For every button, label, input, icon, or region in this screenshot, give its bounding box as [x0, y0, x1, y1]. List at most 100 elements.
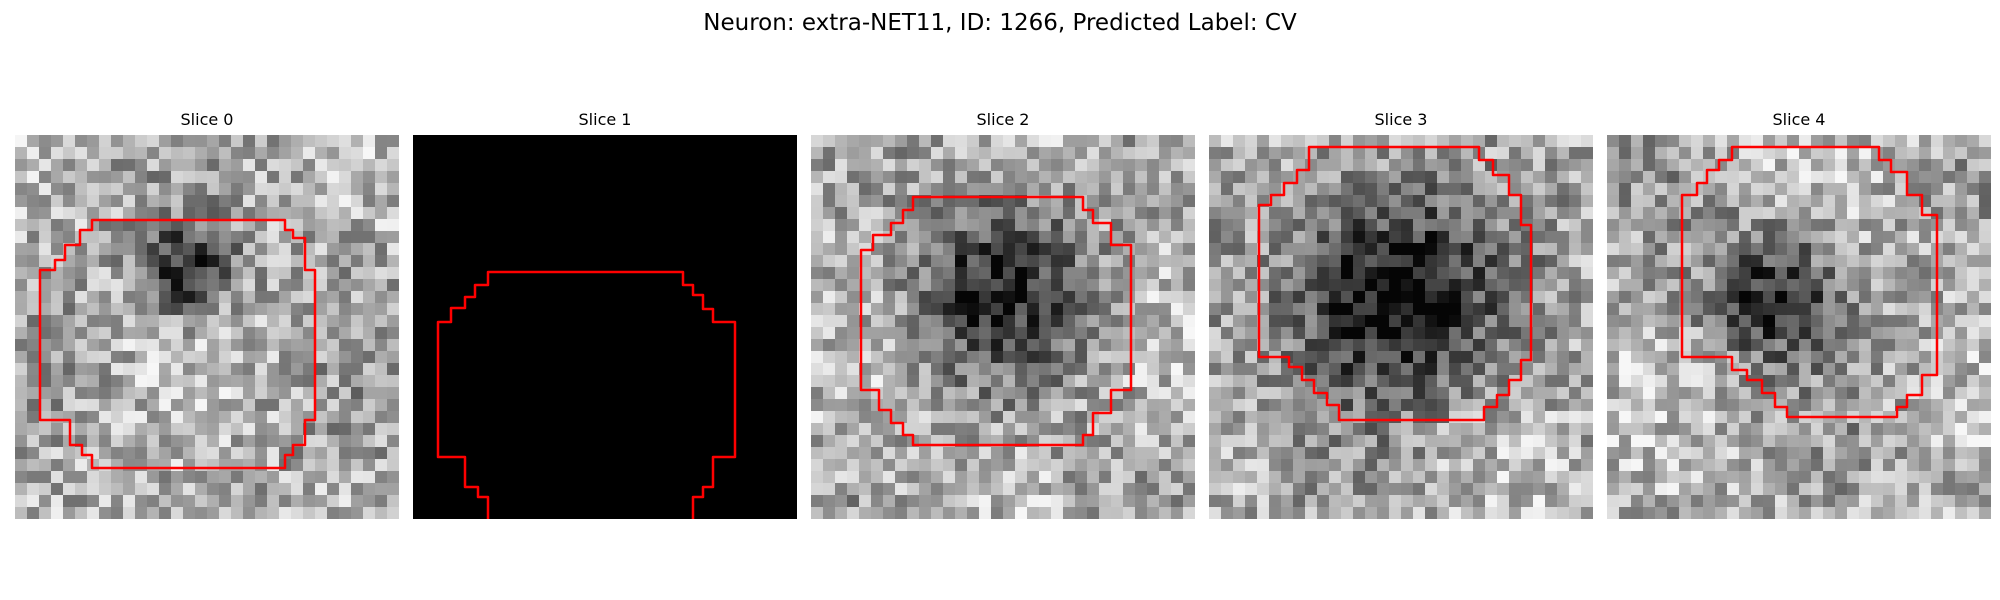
- pixel: [1269, 315, 1282, 328]
- pixel: [243, 135, 256, 148]
- pixel: [387, 183, 399, 196]
- pixel: [27, 363, 40, 376]
- pixel: [1015, 291, 1028, 304]
- pixel: [1413, 195, 1426, 208]
- pixel: [1521, 507, 1534, 519]
- pixel: [1545, 267, 1558, 280]
- pixel: [1221, 267, 1234, 280]
- pixel: [1257, 507, 1270, 519]
- pixel: [1775, 195, 1788, 208]
- pixel: [1931, 447, 1944, 460]
- pixel: [1943, 339, 1956, 352]
- pixel: [931, 135, 944, 148]
- pixel: [1401, 243, 1414, 256]
- pixel: [1425, 315, 1438, 328]
- pixel: [991, 327, 1004, 340]
- pixel: [327, 219, 340, 232]
- pixel: [1221, 387, 1234, 400]
- pixel: [1835, 255, 1848, 268]
- pixel: [1907, 423, 1920, 436]
- pixel: [1135, 351, 1148, 364]
- pixel: [931, 363, 944, 376]
- pixel: [39, 207, 52, 220]
- pixel: [63, 231, 76, 244]
- pixel: [1679, 411, 1692, 424]
- pixel: [1835, 207, 1848, 220]
- pixel: [1799, 183, 1812, 196]
- pixel: [1281, 147, 1294, 160]
- pixel: [1703, 387, 1716, 400]
- pixel: [1485, 399, 1498, 412]
- pixel: [859, 207, 872, 220]
- pixel: [1027, 375, 1040, 388]
- pixel: [15, 459, 28, 472]
- pixel: [1979, 399, 1991, 412]
- pixel: [1099, 363, 1112, 376]
- pixel: [1691, 375, 1704, 388]
- pixel: [991, 363, 1004, 376]
- pixel: [1473, 423, 1486, 436]
- pixel: [1159, 327, 1172, 340]
- pixel: [1739, 207, 1752, 220]
- pixel: [1979, 207, 1991, 220]
- pixel: [351, 387, 364, 400]
- pixel: [1715, 183, 1728, 196]
- pixel: [1159, 507, 1172, 519]
- pixel: [1715, 399, 1728, 412]
- pixel: [955, 327, 968, 340]
- pixel: [1607, 279, 1620, 292]
- pixel: [1545, 171, 1558, 184]
- pixel: [1233, 423, 1246, 436]
- pixel: [1159, 459, 1172, 472]
- pixel: [1955, 435, 1968, 448]
- pixel: [1533, 375, 1546, 388]
- pixel: [303, 315, 316, 328]
- pixel: [1317, 375, 1330, 388]
- pixel: [1763, 135, 1776, 148]
- pixel: [1317, 495, 1330, 508]
- pixel: [75, 351, 88, 364]
- pixel: [375, 183, 388, 196]
- pixel: [979, 183, 992, 196]
- pixel: [171, 375, 184, 388]
- pixel: [1763, 231, 1776, 244]
- pixel: [63, 483, 76, 496]
- pixel: [51, 243, 64, 256]
- pixel: [1401, 267, 1414, 280]
- pixel: [931, 255, 944, 268]
- pixel: [835, 435, 848, 448]
- pixel: [1835, 399, 1848, 412]
- pixel: [811, 171, 824, 184]
- pixel: [1643, 387, 1656, 400]
- pixel: [1075, 471, 1088, 484]
- pixel: [1943, 363, 1956, 376]
- pixel: [1979, 243, 1991, 256]
- pixel: [1955, 327, 1968, 340]
- pixel: [363, 231, 376, 244]
- pixel: [1015, 387, 1028, 400]
- pixel: [1727, 159, 1740, 172]
- pixel: [1147, 315, 1160, 328]
- pixel: [75, 135, 88, 148]
- pixel: [1257, 471, 1270, 484]
- pixel: [967, 423, 980, 436]
- pixel: [327, 303, 340, 316]
- pixel: [315, 135, 328, 148]
- pixel: [219, 267, 232, 280]
- pixel: [1245, 303, 1258, 316]
- pixel: [835, 471, 848, 484]
- pixel: [1907, 267, 1920, 280]
- pixel: [907, 339, 920, 352]
- pixel: [1027, 387, 1040, 400]
- pixel: [1003, 171, 1016, 184]
- pixel: [1895, 423, 1908, 436]
- pixel: [1509, 171, 1522, 184]
- pixel: [859, 507, 872, 519]
- pixel: [339, 351, 352, 364]
- pixel: [1763, 435, 1776, 448]
- pixel: [207, 339, 220, 352]
- pixel: [63, 303, 76, 316]
- pixel: [1245, 195, 1258, 208]
- pixel: [1799, 291, 1812, 304]
- pixel: [1967, 423, 1980, 436]
